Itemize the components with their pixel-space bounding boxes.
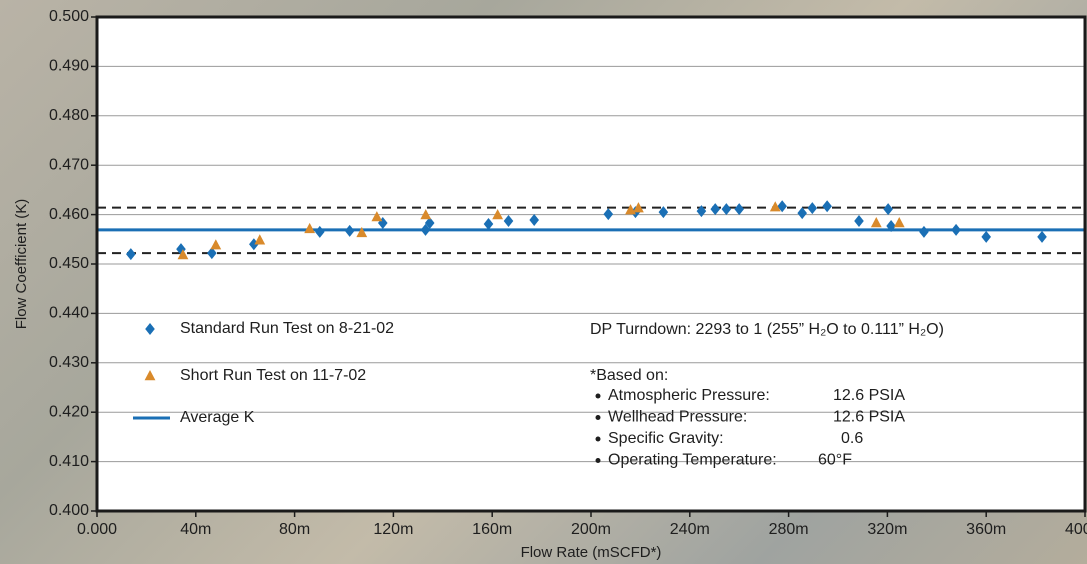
point	[371, 211, 383, 222]
point	[854, 215, 864, 228]
bullet	[595, 415, 601, 420]
y-tick-label: 0.480	[49, 107, 89, 124]
x-tick-label: 280m	[769, 521, 809, 538]
point	[207, 247, 217, 260]
point	[176, 243, 186, 256]
point	[658, 206, 669, 219]
point	[807, 202, 818, 215]
point	[529, 214, 539, 227]
point	[696, 205, 707, 218]
plot-layer	[91, 16, 1086, 517]
x-tick-label: 240m	[670, 521, 710, 538]
point	[951, 223, 961, 236]
bullet	[595, 458, 601, 463]
x-tick-label: 400m	[1065, 521, 1087, 538]
annotation-label: Wellhead Pressure:	[608, 409, 747, 426]
plot-frame	[95, 15, 1087, 513]
point	[883, 203, 893, 216]
point	[769, 201, 781, 212]
legend-label: Average K	[180, 409, 255, 426]
point	[981, 230, 991, 243]
annotation-label: Specific Gravity:	[608, 430, 724, 447]
legend-marker	[145, 323, 155, 335]
point	[210, 239, 222, 250]
point	[777, 200, 787, 213]
point	[503, 215, 514, 228]
y-axis-title: Flow Coefficient (K)	[13, 199, 30, 330]
y-tick-label: 0.490	[49, 58, 89, 75]
annotation-label: Operating Temperature:	[608, 452, 777, 469]
point	[254, 234, 266, 245]
x-tick-label: 120m	[373, 521, 413, 538]
point	[1037, 230, 1047, 243]
y-tick-label: 0.400	[49, 502, 89, 519]
point	[492, 209, 504, 220]
point	[633, 202, 644, 213]
y-tick-label: 0.500	[49, 8, 89, 25]
x-tick-label: 320m	[867, 521, 907, 538]
x-tick-label: 80m	[279, 521, 310, 538]
point	[870, 216, 882, 228]
y-tick-label: 0.420	[49, 403, 89, 420]
x-tick-label: 360m	[966, 521, 1006, 538]
x-tick-label: 0.000	[77, 521, 117, 538]
legend-label: Standard Run Test on 8-21-02	[180, 320, 394, 337]
point	[625, 204, 636, 215]
point	[603, 208, 614, 221]
point	[420, 223, 431, 236]
y-tick-label: 0.430	[49, 354, 89, 371]
annotation-value: 12.6 PSIA	[833, 387, 905, 404]
x-tick-label: 200m	[571, 521, 611, 538]
point	[483, 217, 494, 230]
y-tick-label: 0.470	[49, 156, 89, 173]
point	[420, 209, 432, 220]
point	[893, 216, 905, 228]
point	[886, 219, 896, 232]
point	[314, 225, 325, 238]
bullet	[595, 436, 601, 442]
x-tick-label: 160m	[472, 521, 512, 538]
y-tick-label: 0.450	[49, 255, 89, 272]
point	[177, 249, 189, 260]
point	[710, 203, 721, 216]
annotation: DP Turndown: 2293 to 1 (255” H₂O to 0.11…	[590, 321, 944, 338]
annotation-value: 0.6	[841, 430, 863, 447]
point	[126, 248, 136, 261]
legend-label: Short Run Test on 11-7-02	[180, 367, 366, 384]
annotation-label: Atmospheric Pressure:	[608, 387, 770, 404]
y-tick-label: 0.460	[49, 206, 89, 223]
point	[344, 224, 355, 237]
point	[797, 207, 807, 220]
y-tick-label: 0.410	[49, 453, 89, 470]
bullet	[595, 393, 601, 399]
y-tick-label: 0.440	[49, 305, 89, 322]
point	[734, 203, 744, 216]
annotation: *Based on:	[590, 367, 668, 384]
point	[822, 200, 832, 213]
point	[304, 222, 316, 234]
x-axis-title: Flow Rate (mSCFD*)	[521, 544, 662, 561]
point	[356, 226, 368, 238]
annotation-value: 12.6 PSIA	[833, 409, 905, 426]
x-tick-label: 40m	[180, 521, 211, 538]
legend-marker	[144, 370, 156, 381]
point	[919, 225, 929, 238]
point	[424, 216, 435, 229]
annotation-value: 60°F	[818, 452, 852, 469]
point	[721, 203, 732, 216]
